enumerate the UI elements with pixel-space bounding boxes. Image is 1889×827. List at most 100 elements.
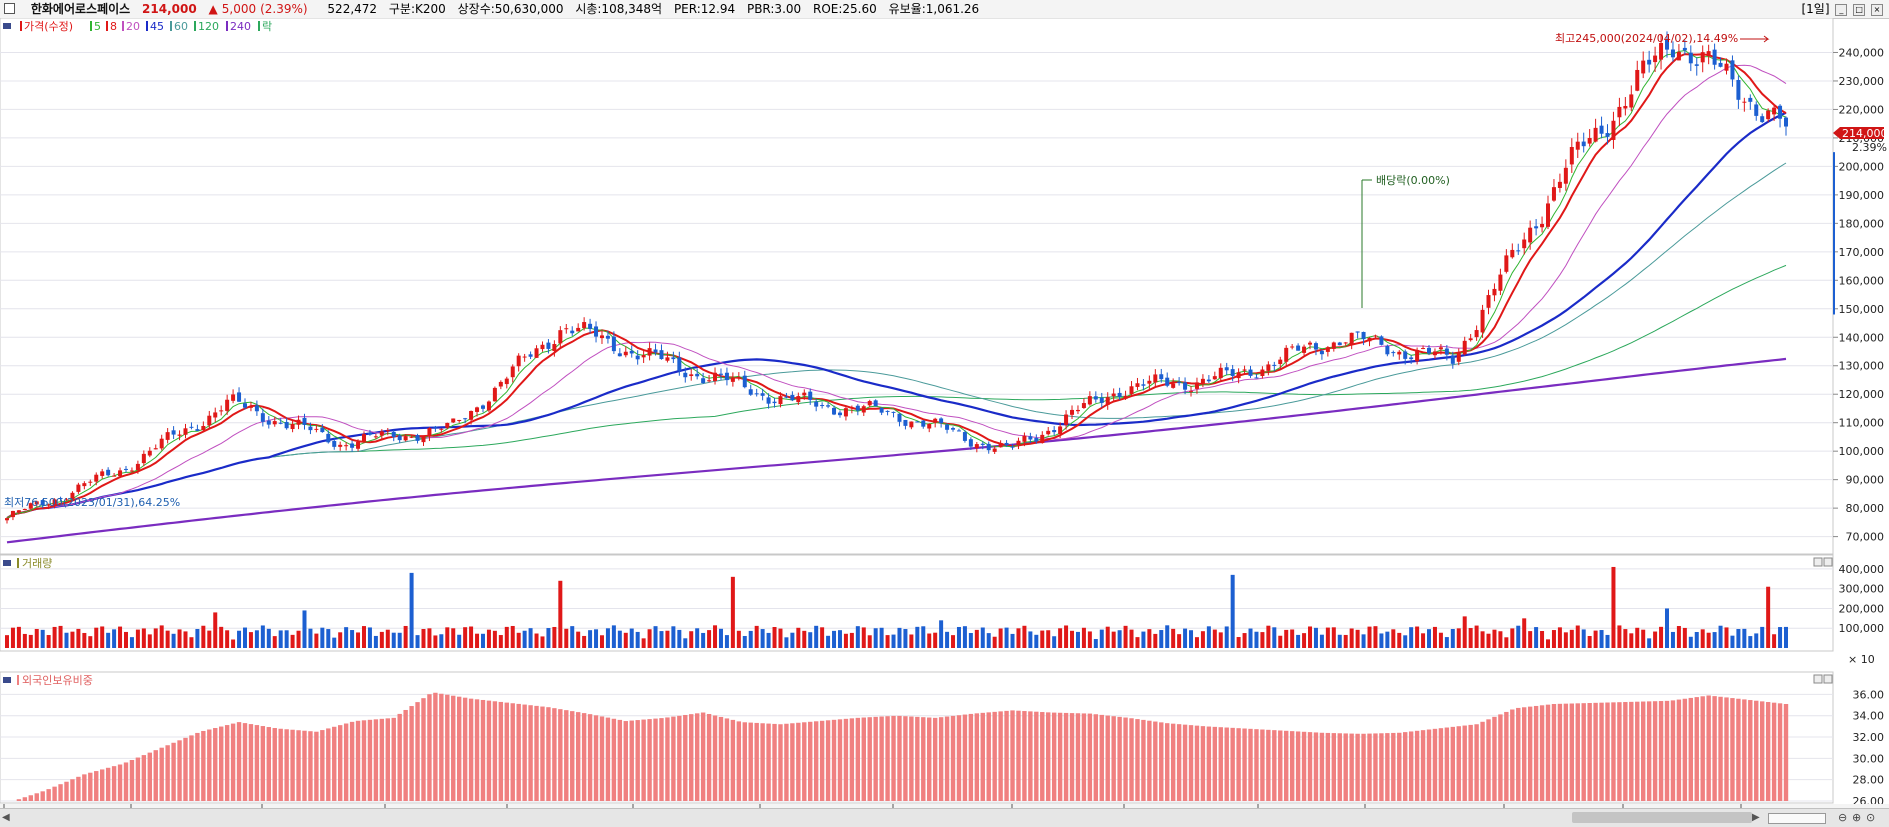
foreign-bar (1278, 730, 1283, 801)
volume-close-icon[interactable] (1823, 557, 1833, 567)
foreign-bar (766, 723, 771, 801)
price-tick-label: 170,000 (1839, 246, 1885, 259)
foreign-bar (320, 730, 325, 801)
foreign-bar (689, 714, 694, 801)
candle-body (1742, 101, 1747, 103)
price-tick-label: 140,000 (1839, 331, 1885, 344)
candle-body (558, 330, 563, 344)
foreign-bar (153, 750, 158, 801)
minimize-icon[interactable]: _ (1835, 4, 1848, 16)
foreign-bar (165, 745, 170, 801)
scroll-thumb[interactable] (1572, 812, 1752, 823)
checkbox-icon[interactable] (4, 3, 15, 14)
volume-bar (1254, 631, 1259, 648)
foreign-bar (1724, 697, 1729, 801)
volume-bar (879, 627, 884, 648)
volume-bar (76, 628, 81, 648)
volume-maximize-icon[interactable] (1813, 557, 1823, 567)
volume-bar (1682, 627, 1687, 648)
foreign-bar (1641, 701, 1646, 801)
foreign-bar (1539, 705, 1545, 801)
zoom-slider[interactable] (1768, 813, 1826, 824)
foreign-bar (355, 720, 361, 801)
scroll-right-icon[interactable]: ▶ (1752, 812, 1760, 823)
foreign-bar (1135, 719, 1140, 801)
stock-chart[interactable]: 가격(수정) 5 8 20 45 60 120 240 락 최고245,000(… (0, 18, 1889, 826)
foreign-bar (129, 759, 135, 801)
volume-bar (1260, 632, 1265, 648)
volume-bar (962, 626, 967, 648)
volume-bar (1284, 629, 1289, 648)
volume-bar (546, 628, 551, 648)
candle-body (1373, 335, 1378, 337)
volume-bar (123, 631, 128, 648)
volume-bar (1224, 626, 1229, 648)
volume-bar (1200, 631, 1205, 648)
volume-bar (409, 572, 414, 648)
foreign-bar (575, 712, 581, 801)
volume-bar (980, 627, 985, 648)
candle-body (1432, 351, 1437, 356)
candle-body (1111, 393, 1116, 397)
candle-body (1694, 64, 1699, 66)
foreign-close-icon[interactable] (1823, 674, 1833, 684)
zoom-reset-icon[interactable]: ⊙ (1866, 811, 1876, 824)
candle-body (837, 412, 842, 416)
candle-body (5, 518, 9, 521)
foreign-bar (498, 701, 504, 801)
candle-body (1718, 62, 1723, 67)
foreign-bar (1742, 699, 1747, 801)
candle-body (177, 434, 182, 436)
foreign-bar (439, 693, 444, 801)
candle-body (1290, 346, 1295, 348)
foreign-bar (1343, 733, 1348, 801)
foreign-maximize-icon[interactable] (1813, 674, 1823, 684)
candle-body (1540, 223, 1545, 228)
price-tick-label: 150,000 (1839, 303, 1885, 316)
panel-buttons[interactable] (1813, 557, 1833, 684)
candle-body (1194, 382, 1199, 389)
volume-bar (540, 636, 545, 648)
foreign-bar (510, 703, 515, 801)
volume-bar (1093, 639, 1098, 648)
foreign-bar (1510, 709, 1515, 801)
legend-ex: 락 (262, 20, 272, 33)
candle-body (1629, 94, 1634, 108)
close-icon[interactable]: × (1871, 4, 1883, 16)
foreign-bar (784, 723, 789, 801)
foreign-bar (272, 728, 277, 801)
candle-body (427, 428, 432, 437)
candle-body (1284, 347, 1289, 362)
candle-body (373, 436, 378, 438)
candle-body (956, 430, 961, 432)
candle-body (231, 394, 236, 401)
candle-body (635, 355, 640, 360)
volume-bar (635, 631, 640, 648)
foreign-bar (486, 700, 492, 801)
horizontal-scrollbar[interactable]: ◀ ▶ ⊖ ⊕ ⊙ (0, 808, 1889, 827)
foreign-bar (1575, 703, 1580, 801)
candle-body (653, 349, 658, 353)
candle-body (1605, 133, 1610, 137)
volume-bar (385, 629, 390, 648)
zoom-in-icon[interactable]: ⊕ (1852, 811, 1862, 824)
foreign-bar (189, 735, 194, 801)
foreign-bar (706, 713, 712, 801)
foreign-bar (1593, 702, 1598, 801)
volume-bar (1665, 608, 1670, 648)
volume-bar (1504, 637, 1509, 648)
foreign-bar (1242, 728, 1247, 801)
volume-bar (516, 632, 521, 648)
foreign-bar (1480, 721, 1485, 801)
foreign-bar (1016, 710, 1021, 801)
foreign-bar (873, 716, 878, 801)
maximize-icon[interactable]: □ (1853, 4, 1866, 16)
zoom-out-icon[interactable]: ⊖ (1838, 811, 1848, 824)
volume-bar (933, 632, 938, 648)
period-selector[interactable]: [1일] (1801, 2, 1830, 16)
candle-body (159, 438, 164, 449)
foreign-bar (1111, 716, 1116, 801)
scroll-left-icon[interactable]: ◀ (2, 812, 10, 823)
foreign-bar (427, 694, 432, 801)
foreign-bar (659, 718, 664, 801)
